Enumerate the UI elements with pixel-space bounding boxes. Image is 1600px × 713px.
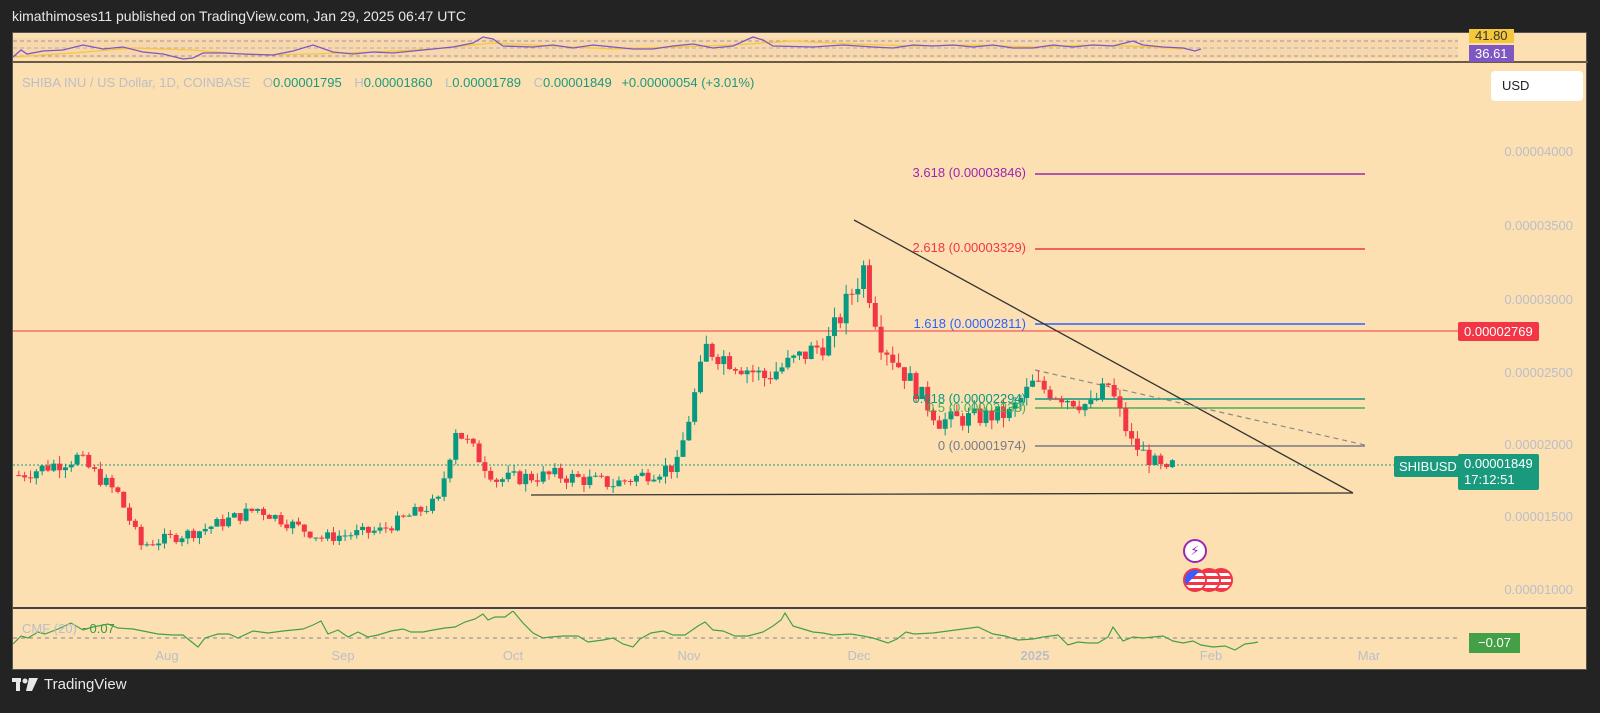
fib-label-05: 0.5 (0.00002233) xyxy=(926,400,1026,415)
price-axis-tick: 0.00003000 xyxy=(1504,292,1573,307)
rsi-pane[interactable]: 41.80 36.61 xyxy=(13,29,1588,63)
rsi-ma-value-tag: 41.80 xyxy=(1469,29,1514,43)
horizontal-level-price-tag: 0.00002769 xyxy=(1458,322,1539,341)
rsi-plot xyxy=(13,36,1458,60)
chart-frame[interactable]: 41.80 36.61 SHIBA INU / US Dollar, 1D, C… xyxy=(12,29,1588,671)
open-label: O xyxy=(262,75,274,90)
fib-label-0618: 0.618 (0.00002294) xyxy=(912,391,1026,406)
close-value: 0.00001849 xyxy=(543,75,612,90)
last-price-value: 0.00001849 xyxy=(1464,456,1533,471)
price-axis-tick: 0.00001000 xyxy=(1504,582,1573,597)
currency-button[interactable]: USD xyxy=(1491,71,1583,101)
fib-label-0: 0 (0.00001974) xyxy=(937,438,1026,453)
fib-label-2618: 2.618 (0.00003329) xyxy=(912,240,1026,255)
price-axis-tick: 0.00002000 xyxy=(1504,437,1573,452)
cmf-legend: CMF (20) −0.07 xyxy=(22,621,115,636)
cmf-plot xyxy=(13,611,1458,651)
time-axis-tick: Aug xyxy=(155,648,179,663)
high-value: 0.00001860 xyxy=(363,75,433,90)
change-value: +0.00000054 (+3.01%) xyxy=(621,75,755,90)
time-axis-tick: 2025 xyxy=(1020,648,1050,663)
price-axis-tick: 0.00004000 xyxy=(1504,144,1573,159)
symbol-legend: SHIBA INU / US Dollar, 1D, COINBASE O0.0… xyxy=(22,75,754,90)
time-axis-tick: Dec xyxy=(847,648,871,663)
price-plot xyxy=(13,173,1458,551)
open-value: 0.00001795 xyxy=(273,75,342,90)
cmf-value: −0.07 xyxy=(81,621,115,636)
symbol-description: SHIBA INU / US Dollar, 1D, COINBASE xyxy=(22,75,251,90)
price-axis-tick: 0.00002500 xyxy=(1504,365,1573,380)
last-price-tag: 0.00001849 17:12:51 xyxy=(1458,454,1539,490)
candlestick-series xyxy=(16,259,1175,551)
time-axis-tick: Nov xyxy=(677,648,701,663)
time-axis-tick: Mar xyxy=(1357,648,1381,663)
cmf-name: CMF (20) xyxy=(22,621,77,636)
cmf-value-tag: −0.07 xyxy=(1469,633,1520,653)
low-value: 0.00001789 xyxy=(452,75,521,90)
footer-brand[interactable]: TradingView xyxy=(12,676,127,693)
fib-label-1618: 1.618 (0.00002811) xyxy=(913,316,1026,331)
us-flag-event-icon[interactable] xyxy=(1183,568,1207,592)
time-axis-tick: Oct xyxy=(502,648,524,663)
rsi-value-tag: 36.61 xyxy=(1469,45,1514,62)
low-label: L xyxy=(445,75,453,90)
price-axis-tick: 0.00001500 xyxy=(1504,509,1573,524)
time-axis-tick: Feb xyxy=(1199,648,1223,663)
price-pane[interactable]: SHIBA INU / US Dollar, 1D, COINBASE O0.0… xyxy=(13,65,1588,609)
cmf-pane[interactable]: CMF (20) −0.07 −0.07 xyxy=(13,611,1588,671)
footer-brand-text: TradingView xyxy=(44,676,127,693)
price-axis-tick: 0.00003500 xyxy=(1504,218,1573,233)
fib-label-3618: 3.618 (0.00003846) xyxy=(912,165,1026,180)
tradingview-logo-icon xyxy=(12,677,38,691)
symbol-tag: SHIBUSD xyxy=(1394,456,1462,477)
publisher-line: kimathimoses11 published on TradingView.… xyxy=(12,8,466,24)
lightning-event-icon[interactable]: ⚡ xyxy=(1183,539,1207,563)
close-label: C xyxy=(533,75,543,90)
high-label: H xyxy=(354,75,364,90)
time-axis-tick: Sep xyxy=(331,648,355,663)
bar-countdown: 17:12:51 xyxy=(1464,472,1515,487)
